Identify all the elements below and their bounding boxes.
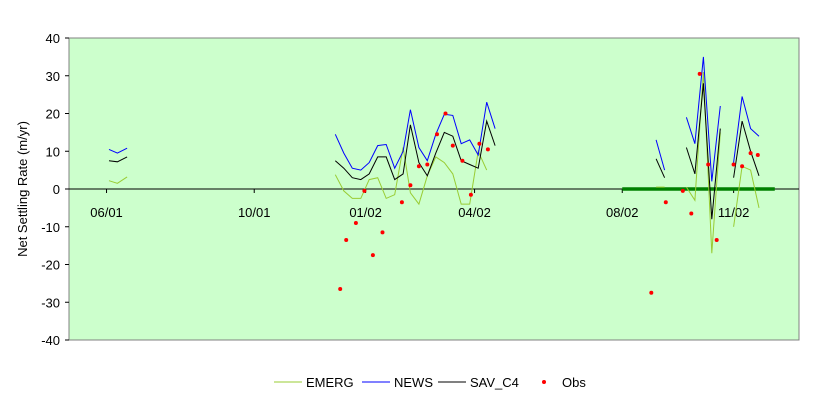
obs-point bbox=[344, 238, 349, 242]
legend-label-news: NEWS bbox=[394, 375, 433, 390]
series-line-sav_c4 bbox=[655, 158, 666, 178]
obs-point bbox=[450, 143, 455, 148]
y-tick-label: 10 bbox=[46, 144, 60, 159]
series-line-sav_c4 bbox=[685, 83, 721, 220]
y-tick-label: 0 bbox=[53, 182, 60, 197]
series-group bbox=[108, 56, 760, 295]
x-tick-label: 04/02 bbox=[458, 205, 491, 220]
obs-point bbox=[680, 188, 685, 193]
y-tick-label: -10 bbox=[41, 220, 60, 235]
y-tick-label: 30 bbox=[46, 69, 60, 84]
x-tick-label: 11/02 bbox=[718, 205, 750, 220]
obs-point bbox=[485, 147, 490, 152]
series-line-emerg bbox=[334, 147, 488, 206]
y-tick-label: -30 bbox=[41, 295, 60, 310]
obs-point bbox=[435, 132, 439, 137]
obs-point bbox=[748, 151, 753, 156]
obs-point bbox=[380, 230, 385, 235]
obs-point bbox=[706, 162, 711, 167]
y-axis-label: Net Settling Rate (m/yr) bbox=[15, 121, 30, 257]
obs-point bbox=[714, 238, 719, 242]
obs-point bbox=[425, 162, 430, 167]
obs-point bbox=[399, 200, 404, 205]
obs-point bbox=[689, 211, 694, 216]
series-line-sav_c4 bbox=[108, 156, 128, 163]
x-tick-label: 10/01 bbox=[238, 205, 271, 220]
y-tick-label: 40 bbox=[46, 31, 60, 46]
legend-label-sav_c4: SAV_C4 bbox=[470, 375, 519, 390]
obs-point bbox=[477, 141, 482, 146]
series-line-sav_c4 bbox=[334, 119, 496, 181]
obs-point bbox=[408, 183, 413, 188]
obs-point bbox=[370, 253, 375, 258]
series-line-emerg bbox=[685, 71, 721, 254]
legend-label-emerg: EMERG bbox=[306, 375, 354, 390]
obs-point bbox=[649, 290, 654, 295]
y-tick-label: -20 bbox=[41, 258, 60, 273]
obs-point bbox=[362, 188, 367, 193]
obs-point bbox=[697, 71, 702, 76]
obs-point bbox=[468, 192, 473, 197]
obs-point bbox=[416, 164, 421, 169]
legend: EMERG NEWS SAV_C4 Obs bbox=[274, 375, 586, 390]
y-tick-label: 20 bbox=[46, 107, 60, 122]
legend-label-obs: Obs bbox=[562, 375, 586, 390]
series-line-news bbox=[733, 96, 760, 163]
series-line-news bbox=[108, 147, 128, 154]
legend-swatch-obs bbox=[542, 380, 546, 384]
obs-point bbox=[731, 162, 736, 167]
series-line-emerg bbox=[733, 165, 760, 227]
series-line-news bbox=[655, 139, 666, 171]
obs-point bbox=[460, 158, 465, 163]
series-line-news bbox=[685, 56, 721, 182]
obs-point bbox=[338, 287, 343, 291]
obs-point bbox=[755, 153, 760, 157]
series-line-sav_c4 bbox=[733, 120, 760, 178]
series-line-news bbox=[334, 102, 496, 171]
x-tick-label: 01/02 bbox=[349, 205, 382, 220]
obs-point bbox=[740, 164, 745, 169]
x-tick-label: 06/01 bbox=[90, 205, 123, 220]
obs-point bbox=[353, 221, 358, 225]
obs-point bbox=[663, 200, 668, 205]
series-line-emerg bbox=[108, 176, 128, 184]
y-tick-label: -40 bbox=[41, 333, 60, 348]
x-tick-label: 08/02 bbox=[606, 205, 639, 220]
obs-point bbox=[443, 111, 448, 116]
